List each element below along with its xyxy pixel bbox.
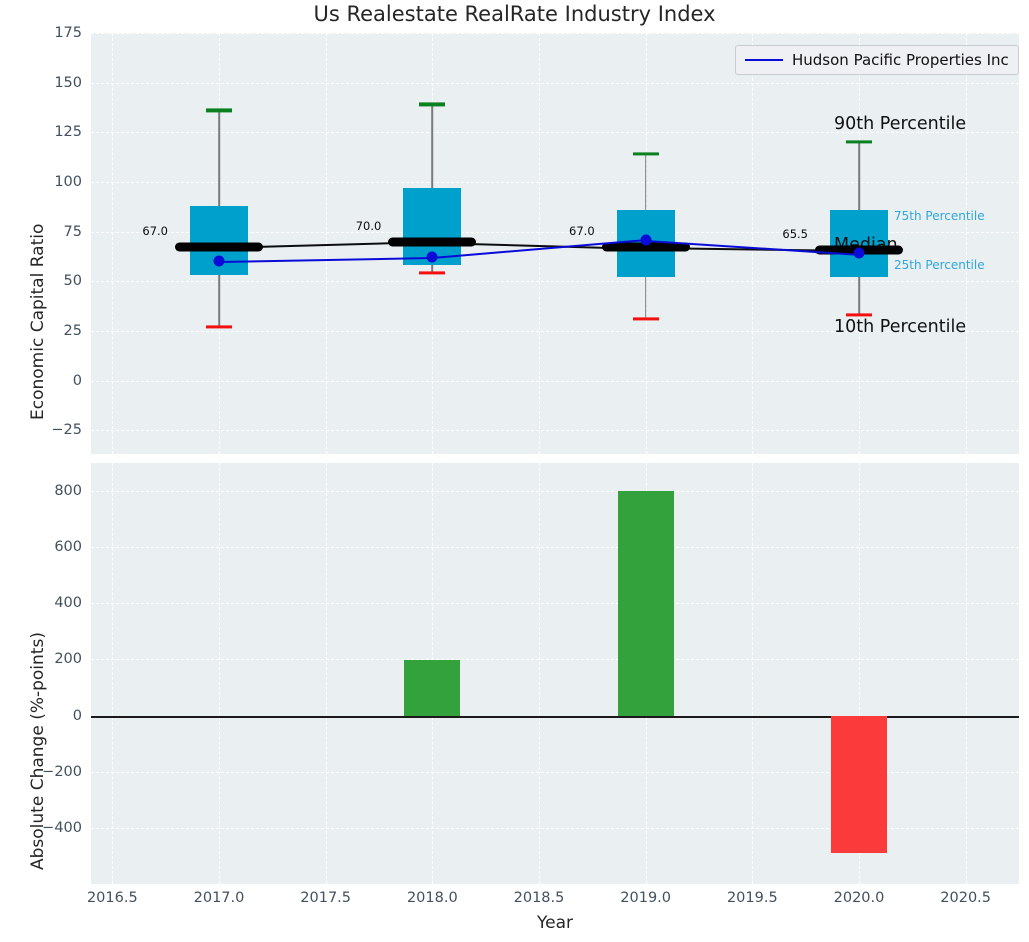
x-tick-label: 2020.5 — [940, 890, 992, 906]
y-tick-label: 75 — [63, 223, 82, 240]
median-marker — [388, 237, 477, 246]
y-tick-label: 100 — [54, 173, 82, 190]
legend-label: Hudson Pacific Properties Inc — [792, 51, 1009, 69]
series-data-point[interactable] — [640, 234, 652, 246]
gridline-horizontal — [91, 231, 1019, 233]
x-tick-label: 2017.0 — [193, 890, 245, 906]
y-tick-label: 175 — [54, 25, 82, 41]
x-tick-label: 2019.5 — [726, 890, 778, 906]
gridline-vertical — [539, 33, 540, 454]
whisker-cap-90th — [206, 108, 232, 113]
x-axis-label: Year — [537, 913, 573, 933]
y-tick-label: 0 — [72, 372, 82, 389]
annotation-25th-percentile: 25th Percentile — [894, 258, 985, 273]
gridline-horizontal — [91, 181, 1019, 183]
gridline-horizontal — [91, 430, 1019, 432]
whisker-cap-90th — [419, 102, 446, 107]
gridline-horizontal — [91, 547, 1019, 549]
y-axis-label-top: Economic Capital Ratio — [28, 223, 48, 420]
gridline-vertical — [539, 463, 540, 884]
whisker-cap-90th — [632, 152, 659, 156]
y-tick-label: 800 — [54, 483, 82, 500]
gridline-horizontal — [91, 771, 1019, 773]
y-tick-label: 50 — [63, 273, 82, 290]
gridline-horizontal — [91, 281, 1019, 283]
box-iqr — [830, 209, 888, 278]
y-tick-label: −400 — [42, 819, 82, 836]
gridline-vertical — [325, 463, 327, 884]
median-marker — [175, 242, 263, 252]
median-value-label: 67.0 — [142, 224, 168, 239]
bar-2019 — [617, 491, 674, 716]
x-tick-label: 2017.5 — [300, 890, 352, 906]
bar-2020 — [831, 715, 887, 854]
gridline-vertical — [752, 33, 754, 454]
x-tick-label: 2018.5 — [513, 890, 565, 906]
series-data-point[interactable] — [213, 255, 225, 267]
whisker-cap-90th — [846, 140, 872, 144]
gridline-vertical — [112, 463, 114, 884]
series-data-point[interactable] — [853, 247, 865, 259]
gridline-vertical — [965, 463, 967, 884]
gridline-vertical — [752, 463, 754, 884]
whisker-cap-10th — [632, 317, 659, 321]
y-tick-label: 25 — [63, 322, 82, 339]
annotation-90th-percentile: 90th Percentile — [834, 114, 967, 135]
gridline-horizontal — [91, 491, 1019, 493]
y-tick-label: 125 — [54, 124, 82, 141]
y-tick-label: −200 — [42, 763, 82, 780]
x-tick-label: 2020.0 — [833, 890, 885, 906]
y-axis-label-bottom: Absolute Change (%-points) — [28, 632, 48, 870]
median-marker — [601, 242, 690, 252]
x-tick-label: 2016.5 — [86, 890, 138, 906]
whisker-cap-10th — [419, 271, 446, 275]
y-tick-label: 150 — [54, 74, 82, 91]
y-tick-label: 0 — [72, 707, 82, 724]
annotation-10th-percentile: 10th Percentile — [834, 316, 967, 337]
x-tick-label: 2019.0 — [620, 890, 672, 906]
y-tick-label: 200 — [54, 651, 82, 668]
gridline-horizontal — [91, 33, 1019, 34]
median-value-label: 65.5 — [782, 227, 808, 242]
gridline-horizontal — [91, 827, 1019, 829]
zero-line — [91, 715, 1019, 718]
page-title: Us Realestate RealRate Industry Index — [313, 2, 716, 26]
gridline-horizontal — [91, 82, 1019, 84]
panel-absolute-change — [91, 463, 1019, 884]
legend-line-swatch — [745, 59, 783, 61]
x-tick-label: 2018.0 — [406, 890, 458, 906]
gridline-vertical — [859, 463, 860, 884]
gridline-horizontal — [91, 380, 1019, 382]
y-tick-label: 400 — [54, 595, 82, 612]
gridline-vertical — [965, 33, 967, 454]
y-tick-label: 600 — [54, 539, 82, 556]
gridline-vertical — [112, 33, 114, 454]
gridline-horizontal — [91, 659, 1019, 661]
series-data-point[interactable] — [426, 251, 438, 263]
gridline-vertical — [219, 463, 220, 884]
gridline-horizontal — [91, 132, 1019, 134]
legend[interactable]: Hudson Pacific Properties Inc — [735, 45, 1019, 75]
gridline-horizontal — [91, 603, 1019, 605]
whisker-cap-10th — [846, 313, 872, 317]
bar-2018 — [404, 660, 461, 716]
median-value-label: 70.0 — [355, 218, 382, 233]
annotation-75th-percentile: 75th Percentile — [894, 208, 985, 223]
panel-economic-capital-ratio: 67.0 70.0 67.0 65.5 90th Percentile 75th Perc… — [91, 33, 1019, 454]
whisker-cap-10th — [206, 325, 232, 329]
gridline-horizontal — [91, 330, 1019, 332]
median-value-label: 67.0 — [569, 224, 595, 239]
y-tick-label: −25 — [51, 422, 82, 439]
